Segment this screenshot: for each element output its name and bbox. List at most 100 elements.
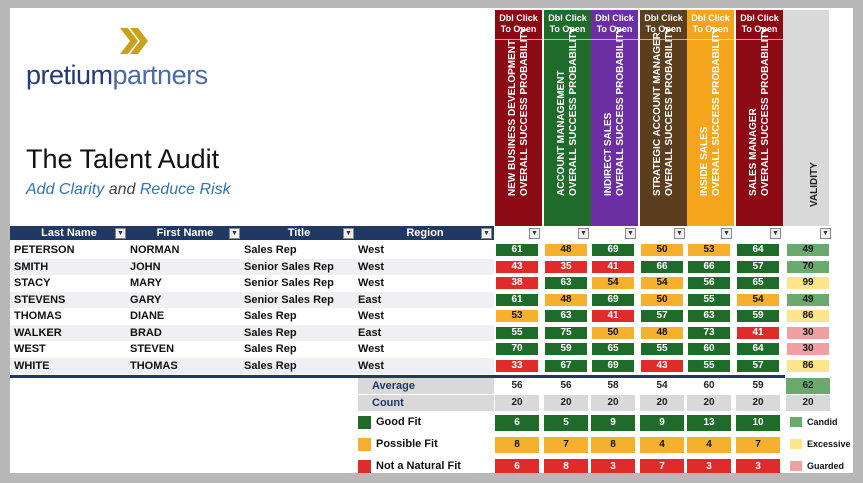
legend-count: 7: [544, 437, 588, 453]
cell-title: Sales Rep: [244, 244, 297, 256]
cell-last: STACY: [14, 277, 51, 289]
score-cell: 65: [591, 342, 635, 356]
count-label: Count: [358, 395, 494, 411]
average-value: 60: [687, 378, 731, 394]
filter-dropdown-button[interactable]: ▼: [625, 228, 636, 239]
average-validity: 62: [786, 378, 830, 394]
score-cell: 35: [544, 259, 588, 274]
average-value: 59: [736, 378, 780, 394]
subtitle-part-2: and: [108, 181, 136, 198]
legend-count: 6: [495, 415, 539, 431]
score-cell: 54: [591, 276, 635, 290]
cell-first: MARY: [130, 277, 162, 289]
score-cell: 59: [736, 309, 780, 323]
subtitle-part-3: Reduce Risk: [139, 181, 231, 198]
filter-dropdown-button[interactable]: ▼: [820, 228, 831, 239]
legend-count: 8: [544, 459, 588, 473]
validity-cell: 49: [786, 243, 830, 257]
count-value: 20: [640, 395, 684, 411]
filter-dropdown-button[interactable]: ▼: [529, 228, 540, 239]
cell-title: Senior Sales Rep: [244, 293, 334, 306]
legend-count: 4: [687, 437, 731, 453]
table-row[interactable]: THOMAS DIANE Sales Rep West: [10, 308, 494, 324]
header-region: Region: [356, 226, 494, 240]
validity-legend-swatch: [790, 417, 802, 427]
cell-first: JOHN: [130, 260, 161, 273]
score-cell: 53: [687, 243, 731, 257]
spreadsheet-sheet: pretiumpartners The Talent Audit Add Cla…: [10, 8, 853, 473]
legend-swatch: [358, 460, 371, 473]
filter-dropdown-button[interactable]: ▼: [343, 228, 354, 239]
score-cell: 41: [591, 259, 635, 274]
column-header-5: Dbl Click To Open INSIDE SALES OVERALL SUC…: [687, 10, 734, 226]
legend-count: 3: [736, 459, 780, 473]
score-cell: 43: [495, 259, 539, 274]
cell-first: DIANE: [130, 310, 165, 322]
count-value: 20: [591, 395, 635, 411]
page-subtitle: Add Clarity and Reduce Risk: [26, 181, 231, 199]
score-cell: 60: [687, 342, 731, 356]
logo-text-light: partners: [112, 60, 209, 90]
filter-dropdown-button[interactable]: ▼: [770, 228, 781, 239]
dbl-click-open-button[interactable]: Dbl Click To Open: [736, 10, 783, 40]
filter-dropdown-button[interactable]: ▼: [578, 228, 589, 239]
table-row[interactable]: WEST STEVEN Sales Rep West: [10, 341, 494, 357]
filter-dropdown-button[interactable]: ▼: [721, 228, 732, 239]
filter-dropdown-button[interactable]: ▼: [115, 228, 126, 239]
score-cell: 70: [495, 342, 539, 356]
score-cell: 55: [687, 292, 731, 307]
table-row[interactable]: SMITH JOHN Senior Sales Rep West: [10, 258, 494, 275]
column-header-label: INDIRECT SALES OVERALL SUCCESS PROBABILIT…: [602, 26, 626, 196]
count-value: 20: [544, 395, 588, 411]
legend-count: 6: [495, 459, 539, 473]
table-row[interactable]: PETERSON NORMAN Sales Rep West: [10, 242, 494, 258]
column-header-3: Dbl Click To Open INDIRECT SALES OVERALL S…: [591, 10, 638, 226]
cell-first: THOMAS: [130, 359, 178, 372]
validity-legend-label: Guarded: [807, 461, 845, 471]
score-cell: 63: [544, 276, 588, 290]
score-cell: 65: [736, 276, 780, 290]
average-value: 58: [591, 378, 635, 394]
page-title: The Talent Audit: [26, 144, 220, 174]
table-row[interactable]: STEVENS GARY Senior Sales Rep East: [10, 291, 494, 308]
dbl-click-open-button[interactable]: Dbl Click To Open: [544, 10, 591, 40]
score-cell: 57: [640, 309, 684, 323]
dbl-click-open-button[interactable]: Dbl Click To Open: [640, 10, 687, 40]
validity-cell: 86: [786, 358, 830, 373]
column-header-label: ACCOUNT MANAGEMENT OVERALL SUCCESS PROBAB…: [555, 26, 579, 196]
header-last-name: Last Name: [10, 226, 128, 240]
count-value: 20: [736, 395, 780, 411]
score-cell: 41: [591, 309, 635, 323]
validity-cell: 70: [786, 259, 830, 274]
score-cell: 50: [640, 292, 684, 307]
dbl-click-open-button[interactable]: Dbl Click To Open: [687, 10, 734, 40]
column-header-2: Dbl Click To Open ACCOUNT MANAGEMENT OVERA…: [544, 10, 591, 226]
column-header-label: INSIDE SALES OVERALL SUCCESS PROBABILITY: [698, 26, 722, 196]
score-cell: 66: [640, 259, 684, 274]
score-cell: 54: [640, 276, 684, 290]
table-row[interactable]: WHITE THOMAS Sales Rep West: [10, 357, 494, 374]
score-cell: 57: [736, 259, 780, 274]
cell-region: East: [358, 326, 382, 339]
header-first-name: First Name: [128, 226, 242, 240]
average-value: 54: [640, 378, 684, 394]
count-validity: 20: [786, 395, 830, 411]
cell-last: WEST: [14, 343, 46, 355]
dbl-click-open-button[interactable]: Dbl Click To Open: [495, 10, 542, 40]
filter-dropdown-button[interactable]: ▼: [674, 228, 685, 239]
legend-count: 4: [640, 437, 684, 453]
filter-dropdown-button[interactable]: ▼: [229, 228, 240, 239]
table-row[interactable]: WALKER BRAD Sales Rep East: [10, 324, 494, 341]
filter-dropdown-button[interactable]: ▼: [481, 228, 492, 239]
score-cell: 73: [687, 325, 731, 340]
legend-label: Good Fit: [376, 416, 422, 428]
cell-region: West: [358, 260, 385, 273]
cell-region: West: [358, 244, 385, 256]
subtitle-part-1: Add Clarity: [26, 181, 105, 198]
cell-first: NORMAN: [130, 244, 180, 256]
dbl-click-open-button[interactable]: Dbl Click To Open: [591, 10, 638, 40]
score-cell: 41: [736, 325, 780, 340]
legend-count: 5: [544, 415, 588, 431]
table-row[interactable]: STACY MARY Senior Sales Rep West: [10, 275, 494, 291]
validity-cell: 30: [786, 325, 830, 340]
